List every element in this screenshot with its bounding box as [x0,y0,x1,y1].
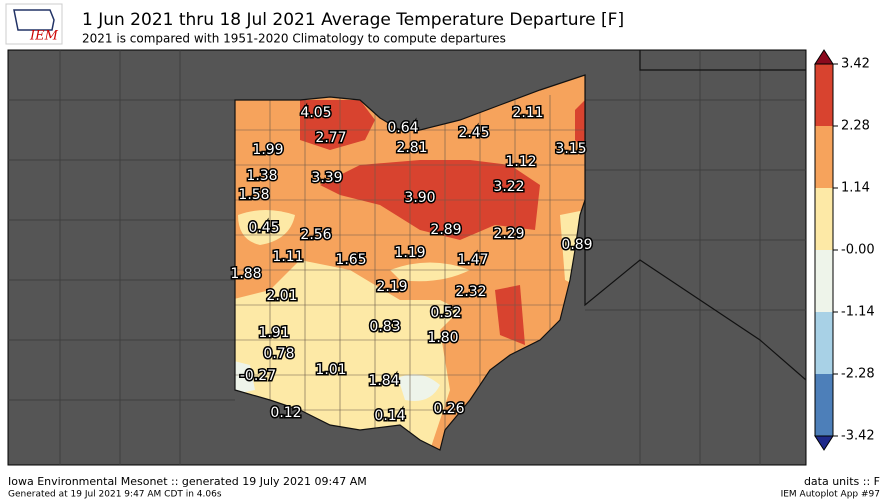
station-value: 1.19 [394,245,425,261]
cbar-tick-label: -1.14 [841,305,875,320]
footer-app: IEM Autoplot App #97 [781,490,880,500]
station-value: 0.45 [248,220,279,236]
footer-source: Iowa Environmental Mesonet :: generated … [8,475,367,488]
station-value: 1.88 [230,266,261,282]
fill-228-342-ne [575,100,585,150]
station-value: 0.64 [387,120,418,136]
station-value: 3.39 [311,170,342,186]
station-value: 0.12 [270,405,301,421]
station-value: 1.99 [252,142,283,158]
station-value: 1.38 [246,168,277,184]
station-value: 2.81 [396,140,427,156]
subtitle: 2021 is compared with 1951-2020 Climatol… [82,32,506,46]
station-value: 1.01 [315,362,346,378]
fill-228-342-se [495,285,525,345]
station-value: 1.11 [272,249,303,265]
cbar-tick-label: 2.28 [841,119,870,134]
station-value: 2.11 [512,105,543,121]
station-value: 1.47 [457,252,488,268]
station-value: 2.56 [300,227,331,243]
station-value: 0.52 [430,305,461,321]
footer-generated: Generated at 19 Jul 2021 9:47 AM CDT in … [8,490,222,500]
station-value: 1.65 [335,252,366,268]
cbar-bin [815,312,833,374]
cbar-tick-label: -0.00 [841,243,875,258]
station-value: 0.78 [263,346,294,362]
station-value: 2.89 [430,222,461,238]
cbar-bin [815,64,833,126]
station-value: 1.58 [238,187,269,203]
station-value: 1.91 [258,325,289,341]
station-value: 0.83 [369,319,400,335]
cbar-tick-label: 3.42 [841,57,870,72]
station-value: 0.89 [561,237,592,253]
fill-neg-south [398,374,440,401]
grid-counties [8,50,806,465]
logo: IEM [5,3,63,45]
station-value: 3.15 [555,141,586,157]
station-value: 2.19 [376,279,407,295]
station-value: 2.45 [458,125,489,141]
station-value: 3.90 [404,190,435,206]
cbar-tick-label: -2.28 [841,367,875,382]
station-value: 2.29 [493,226,524,242]
station-value: 2.77 [315,130,346,146]
cbar-over [814,49,834,65]
cbar-under [814,435,834,451]
cbar-tick-label: -3.42 [841,429,875,444]
station-value: 2.01 [266,288,297,304]
fill-228-342-nw [300,100,375,150]
county-lines [8,50,806,465]
station-value: 1.80 [427,330,458,346]
station-value: -0.27 [240,368,276,384]
cbar-bin [815,126,833,188]
station-value: 1.12 [505,154,536,170]
colorbar [814,49,834,451]
fill-0-114-west [238,210,295,245]
logo-iowa [13,9,55,31]
station-value: 0.26 [433,401,464,417]
station-value: 2.32 [455,284,486,300]
cbar-bin [815,188,833,250]
fill-neg-west [235,360,255,395]
station-value: 3.22 [493,179,524,195]
cbar-bin [815,250,833,312]
cbar-bin [815,374,833,436]
station-value: 4.05 [300,105,331,121]
title: 1 Jun 2021 thru 18 Jul 2021 Average Temp… [82,10,624,30]
station-value: 1.84 [368,373,399,389]
cbar-tick-label: 1.14 [841,181,870,196]
fill-0-114 [235,260,460,450]
station-value: 0.14 [374,408,405,424]
state-borders [584,50,807,381]
logo-text: IEM [29,29,59,44]
footer-units: data units :: F [804,475,880,488]
